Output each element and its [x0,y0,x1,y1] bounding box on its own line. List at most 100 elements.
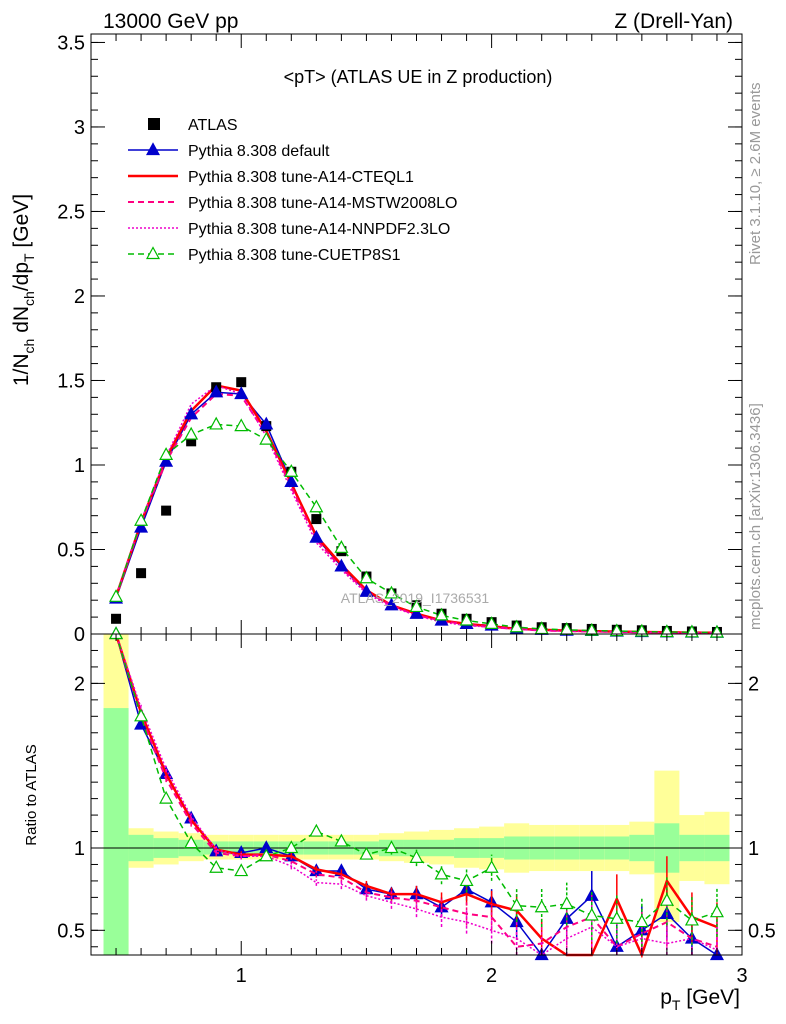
ratio-line-a14_mstw [115,633,718,949]
ratio-point-cuetp8s1 [159,790,174,804]
ratio-point-cuetp8s1 [459,873,474,887]
main-ytick-label: 3 [74,117,85,139]
point-cuetp8s1 [459,612,474,626]
ratio-xtick-label: 3 [736,965,747,987]
point-default [159,453,174,467]
point-default [309,529,324,543]
point-cuetp8s1 [259,431,274,445]
ratio-series [109,626,724,961]
process-label: Z (Drell-Yan) [614,10,733,33]
atlas-point [236,377,247,388]
point-default [259,416,274,430]
legend-marker-atlas [148,118,160,130]
legend-label-a14_nnpdf: Pythia 8.308 tune-A14-NNPDF2.3LO [188,221,450,238]
point-default [359,583,374,597]
ratio-point-cuetp8s1 [234,863,249,877]
ratio-ytick-label-right: 1 [748,838,759,860]
ratio-panel: 0.5 0.5 1 1 2 2 1 2 3 Ratio to ATLAS pT [GeV] [23,626,776,1013]
legend-label-a14_mstw: Pythia 8.308 tune-A14-MSTW2008LO [188,195,457,212]
point-default [184,406,199,420]
ratio-point-cuetp8s1 [609,911,624,924]
ratio-point-cuetp8s1 [659,892,674,906]
ratio-point-cuetp8s1 [559,896,574,910]
ratio-point-cuetp8s1 [184,835,199,849]
point-cuetp8s1 [309,499,324,513]
point-cuetp8s1 [434,607,449,621]
point-cuetp8s1 [484,616,499,629]
point-cuetp8s1 [209,416,224,430]
ratio-point-cuetp8s1 [409,850,424,863]
point-default [409,605,424,619]
point-cuetp8s1 [234,418,249,432]
main-ytick-label: 2 [74,286,85,308]
point-default [334,558,349,572]
xaxis-label-sub: T [672,997,681,1013]
main-ytick-label: 3.5 [57,32,85,54]
xaxis-label: pT [GeV] [660,986,740,1013]
ratio-axis-ticks: 0.5 0.5 1 1 2 2 1 2 3 [57,634,776,987]
main-ylabel-2: dN [10,306,33,339]
atlas-point [161,505,172,516]
xaxis-label-unit: [GeV] [680,986,740,1009]
ratio-point-cuetp8s1 [284,840,299,854]
ratio-ytick-label-right: 2 [748,673,759,695]
ratio-ytick-label: 0.5 [57,920,85,942]
point-cuetp8s1 [109,589,124,602]
point-cuetp8s1 [409,599,424,613]
atlas-point [136,568,147,579]
mcplots-label: mcplots.cern.ch [arXiv:1306.3436] [747,403,764,630]
rivet-label: Rivet 3.1.10, ≥ 2.6M events [747,83,764,266]
atlas-point [111,613,122,624]
ratio-point-cuetp8s1 [209,860,224,873]
point-cuetp8s1 [159,447,174,460]
legend-label-atlas: ATLAS [188,117,238,134]
main-ylabel-3: /dp [10,262,33,291]
atlas-point [186,436,197,447]
legend-label-a14_cteql1: Pythia 8.308 tune-A14-CTEQL1 [188,169,414,186]
ratio-point-cuetp8s1 [334,833,349,847]
ratio-point-cuetp8s1 [259,848,274,862]
point-cuetp8s1 [509,619,524,633]
main-ytick-label: 1 [74,455,85,477]
main-ylabel-4: [GeV] [10,194,33,254]
point-default [209,384,224,398]
atlas-point [311,514,322,525]
ratio-point-cuetp8s1 [634,914,649,928]
point-default [134,519,149,533]
legend-label-default: Pythia 8.308 default [188,143,330,160]
point-cuetp8s1 [334,540,349,553]
main-panel: 0 0.5 1 1.5 2 2.5 3 3.5 <pT> (ATLAS UE in Z pro… [10,32,743,646]
ratio-ylabel: Ratio to ATLAS [23,744,40,845]
ratio-point-cuetp8s1 [359,846,374,860]
point-cuetp8s1 [134,513,149,526]
legend-marker-cuetp8s1 [145,246,161,260]
ratio-ytick-label: 1 [74,838,85,860]
main-chart-title: <pT> (ATLAS UE in Z production) [284,67,553,87]
point-cuetp8s1 [184,426,199,440]
point-cuetp8s1 [284,463,299,477]
band-inner [103,708,129,955]
ratio-point-cuetp8s1 [584,907,599,921]
ratio-ytick-label-right: 0.5 [748,920,776,942]
xaxis-label-p: p [660,986,672,1009]
main-ylabel-sub2: ch [21,291,37,306]
legend-marker-default [145,142,161,156]
main-ytick-label: 0.5 [57,539,85,561]
main-ylabel-sub3: T [21,253,37,262]
point-default [384,597,399,611]
legend: ATLAS Pythia 8.308 default Pythia 8.308 tu… [128,117,457,264]
main-series [109,377,724,638]
ratio-xtick-label: 2 [486,965,497,987]
ratio-line-cuetp8s1 [115,633,718,923]
main-ytick-label: 0 [74,624,85,646]
main-ylabel-1: 1/N [10,353,33,386]
point-default [234,386,249,400]
point-cuetp8s1 [384,585,399,599]
ratio-point-cuetp8s1 [534,899,549,913]
main-ylabel-sub1: ch [21,339,37,354]
main-ytick-label: 1.5 [57,370,85,392]
ratio-ytick-label: 2 [74,673,85,695]
ratio-point-cuetp8s1 [509,897,524,911]
ratio-point-cuetp8s1 [684,912,699,926]
